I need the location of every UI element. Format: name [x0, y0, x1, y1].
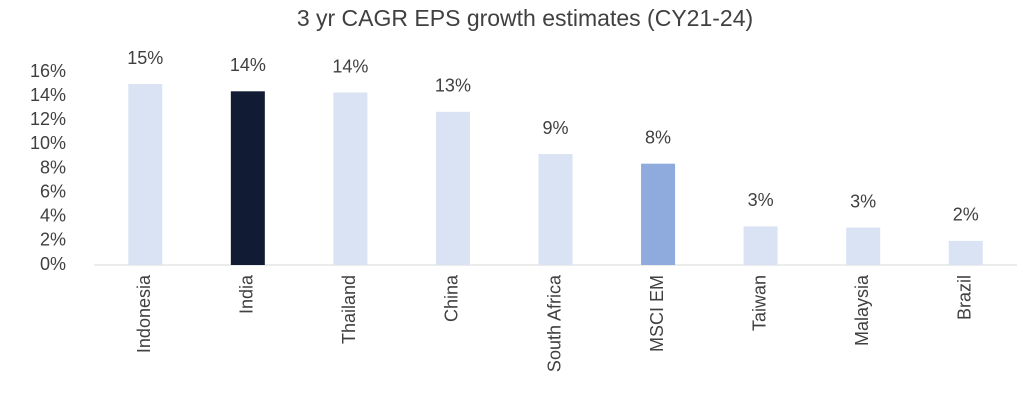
data-label: 3%	[748, 190, 774, 210]
bar	[230, 91, 265, 265]
y-tick-label: 0%	[40, 254, 66, 274]
x-tick-label: MSCI EM	[647, 275, 667, 352]
data-label: 14%	[230, 55, 266, 75]
bar	[948, 240, 983, 265]
bar	[538, 154, 573, 265]
y-tick-label: 16%	[30, 61, 66, 81]
bar	[128, 84, 163, 265]
data-label: 13%	[435, 76, 471, 96]
data-label: 15%	[127, 48, 163, 68]
y-tick-label: 8%	[40, 157, 66, 177]
data-label: 14%	[332, 56, 368, 76]
x-tick-label: Indonesia	[134, 274, 154, 353]
x-tick-label: Thailand	[339, 275, 359, 344]
x-tick-label: South Africa	[544, 274, 564, 372]
y-tick-label: 6%	[40, 181, 66, 201]
x-tick-label: Malaysia	[852, 274, 872, 346]
data-label: 2%	[953, 205, 979, 225]
x-tick-label: Taiwan	[749, 275, 769, 331]
x-tick-label: India	[237, 274, 257, 314]
bar	[641, 163, 676, 265]
data-label: 3%	[850, 191, 876, 211]
data-label: 9%	[542, 118, 568, 138]
bar	[333, 92, 368, 265]
data-label: 8%	[645, 127, 671, 147]
chart-title: 3 yr CAGR EPS growth estimates (CY21-24)	[297, 5, 753, 31]
bar	[846, 227, 881, 265]
y-tick-label: 12%	[30, 109, 66, 129]
y-tick-label: 2%	[40, 230, 66, 250]
y-tick-label: 4%	[40, 206, 66, 226]
x-tick-label: Brazil	[954, 275, 974, 320]
y-tick-label: 14%	[30, 85, 66, 105]
x-tick-label: China	[442, 274, 462, 322]
bar	[743, 226, 778, 265]
bar	[435, 111, 470, 266]
y-tick-label: 10%	[30, 133, 66, 153]
